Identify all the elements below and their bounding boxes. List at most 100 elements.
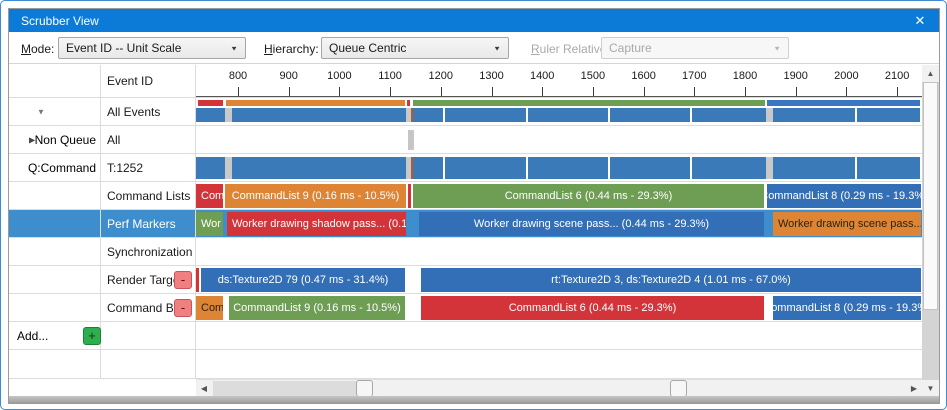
- scroll-left-icon[interactable]: ◀: [200, 384, 208, 393]
- queue-cell-header: [9, 65, 101, 97]
- row-all-events[interactable]: ▼ All Events: [9, 98, 922, 126]
- event-range-bar[interactable]: [196, 108, 920, 122]
- event-bar[interactable]: Worker drawing scene pass... (0.: [773, 212, 921, 236]
- row-header: Event ID 800 900 1000 1100 1200 1300 1400 1500 16…: [9, 65, 922, 98]
- expander-down-icon[interactable]: ▼: [37, 107, 45, 116]
- event-range-bar[interactable]: [196, 157, 920, 179]
- scroll-up-icon[interactable]: ▲: [922, 65, 939, 82]
- remove-track-button[interactable]: -: [174, 270, 192, 289]
- queue-cell-perf-markers: [9, 210, 101, 237]
- queue-label: Non Queue: [34, 132, 96, 147]
- event-bar-label: Worker drawing scene pass... (0.44 ms - …: [473, 218, 710, 230]
- horizontal-scrollbar-grip-left[interactable]: [356, 380, 373, 397]
- row-perf-markers[interactable]: Perf Markers Wor Worker drawing shadow pas…: [9, 210, 922, 238]
- event-bar[interactable]: Worker drawing shadow pass... (0.1: [227, 212, 406, 236]
- track-all-events[interactable]: [196, 98, 922, 125]
- event-bar[interactable]: CommandList 9 (0.16 ms - 10.5%): [229, 296, 405, 320]
- event-gap: [608, 157, 610, 179]
- ruler-tick-mark: [339, 87, 341, 96]
- remove-track-button[interactable]: -: [174, 298, 192, 317]
- track-header[interactable]: 800 900 1000 1100 1200 1300 1400 1500 1600 1700 18…: [196, 65, 922, 97]
- ruler-tick-mark: [542, 87, 544, 96]
- ruler-tick-label: 2000: [834, 70, 859, 82]
- overview-strip-segment[interactable]: [226, 100, 405, 106]
- row-add[interactable]: Add... +: [9, 322, 922, 350]
- overview-strip-segment[interactable]: [767, 100, 920, 106]
- track-command-lists[interactable]: Com CommandList 9 (0.16 ms - 10.5%) Comman…: [196, 182, 922, 209]
- track-label-cell-empty: [101, 350, 196, 378]
- event-bar[interactable]: CommandList 9 (0.16 ms - 10.5%): [225, 184, 406, 208]
- add-track-button[interactable]: +: [83, 326, 101, 345]
- track-label: All: [107, 132, 121, 147]
- ruler-tick-mark: [795, 87, 797, 96]
- event-gap: [526, 157, 528, 179]
- event-bar[interactable]: rt:Texture2D 3, ds:Texture2D 4 (1.01 ms …: [421, 268, 921, 292]
- row-render-targets[interactable]: Render Targe... - ds:Texture2D 79 (0.47 ms…: [9, 266, 922, 294]
- row-synchronization[interactable]: Synchronization: [9, 238, 922, 266]
- event-bar[interactable]: CommandList 8 (0.29 ms - 19.3%): [767, 184, 921, 208]
- row-non-queue[interactable]: ▶ Non Queue All: [9, 126, 922, 154]
- event-marker[interactable]: [408, 130, 414, 150]
- horizontal-scrollbar-range[interactable]: [213, 381, 356, 397]
- overview-strip-segment[interactable]: [198, 100, 223, 106]
- overview-strip-segment[interactable]: [407, 100, 410, 106]
- event-gap: [690, 157, 692, 179]
- queue-cell-non-queue: ▶ Non Queue: [9, 126, 101, 153]
- ruler-tick-label: 2100: [884, 70, 910, 82]
- event-bar-label: CommandList 6 (0.44 ms - 29.3%): [504, 190, 673, 202]
- event-bar-label: CommandList 9 (0.16 ms - 10.5%): [233, 302, 401, 314]
- ruler-tick-label: 1000: [327, 70, 352, 82]
- scroll-right-icon[interactable]: ▶: [910, 384, 918, 393]
- scroll-down-icon[interactable]: ▼: [922, 380, 939, 397]
- event-bar[interactable]: ds:Texture2D 79 (0.47 ms - 31.4%): [201, 268, 405, 292]
- event-gap: [411, 108, 413, 122]
- row-q-command[interactable]: Q:Command T:1252: [9, 154, 922, 182]
- ruler-tick-label: 1700: [682, 70, 707, 82]
- event-bar[interactable]: Com: [196, 184, 223, 208]
- event-bar-label: Worker drawing shadow pass... (0.1: [232, 218, 406, 230]
- queue-cell-add: Add... +: [9, 322, 101, 349]
- mode-dropdown-value: Event ID -- Unit Scale: [66, 41, 182, 55]
- mode-dropdown[interactable]: Event ID -- Unit Scale ▼: [58, 37, 246, 59]
- event-bar[interactable]: Worker drawing scene pass... (0.44 ms - …: [419, 212, 764, 236]
- event-gap: [406, 157, 411, 179]
- ruler-tick-label: 800: [228, 70, 248, 82]
- track-q-command[interactable]: [196, 154, 922, 181]
- track-label-cell-add: [101, 322, 196, 349]
- track-command-buffers[interactable]: Com CommandList 9 (0.16 ms - 10.5%) Comman…: [196, 294, 922, 321]
- event-bar[interactable]: [408, 184, 411, 208]
- ruler-relative-dropdown: Capture ▼: [601, 37, 789, 59]
- vertical-scrollbar-thumb[interactable]: [923, 82, 938, 310]
- row-command-lists[interactable]: Command Lists Com CommandList 9 (0.16 ms -…: [9, 182, 922, 210]
- overview-strip-segment[interactable]: [413, 100, 765, 106]
- event-bar[interactable]: [196, 268, 199, 292]
- ruler-tick-label: 1400: [529, 70, 555, 82]
- vertical-scrollbar[interactable]: ▲ ▼: [922, 65, 939, 397]
- row-command-buffers[interactable]: Command Bu... - Com CommandList 9 (0.16 ms …: [9, 294, 922, 322]
- event-bar[interactable]: CommandList 6 (0.44 ms - 29.3%): [413, 184, 764, 208]
- event-bar-label: CommandList 6 (0.44 ms - 29.3%): [508, 302, 677, 314]
- close-icon[interactable]: ✕: [914, 12, 926, 28]
- event-gap: [766, 157, 773, 179]
- horizontal-scrollbar[interactable]: ◀ ▶: [196, 379, 922, 397]
- ruler-tick-label: 1900: [783, 70, 808, 82]
- event-bar[interactable]: CommandList 6 (0.44 ms - 29.3%): [421, 296, 764, 320]
- track-non-queue[interactable]: [196, 126, 922, 153]
- hierarchy-dropdown[interactable]: Queue Centric ▼: [321, 37, 509, 59]
- chevron-down-icon: ▼: [230, 44, 238, 52]
- event-bar[interactable]: Com: [196, 296, 223, 320]
- track-label-cell-non-queue: All: [101, 126, 196, 153]
- horizontal-scrollbar-grip-right[interactable]: [670, 380, 687, 397]
- event-gap: [690, 108, 692, 122]
- ruler-tick-mark: [491, 87, 493, 96]
- track-render-targets[interactable]: ds:Texture2D 79 (0.47 ms - 31.4%) rt:Text…: [196, 266, 922, 293]
- event-bar[interactable]: Wor: [196, 212, 223, 236]
- event-bar[interactable]: CommandList 8 (0.29 ms - 19.3%): [773, 296, 921, 320]
- track-label: Command Bu...: [107, 300, 191, 315]
- row-empty[interactable]: [9, 350, 922, 379]
- track-label: Event ID: [107, 74, 154, 88]
- track-perf-markers[interactable]: Wor Worker drawing shadow pass... (0.1 Wor…: [196, 210, 922, 237]
- queue-cell-all-events: ▼: [9, 98, 101, 125]
- expander-right-icon[interactable]: ▶: [29, 135, 36, 144]
